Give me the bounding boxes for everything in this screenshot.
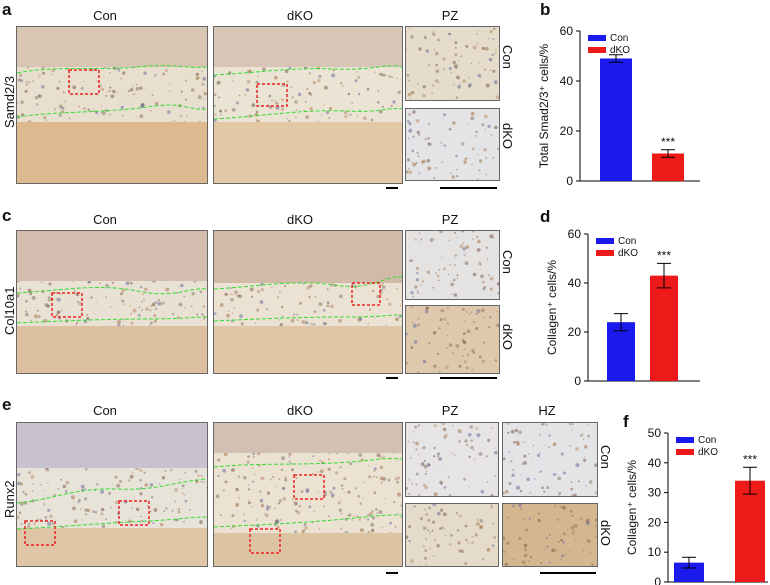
y-axis-label: Total Smad2/3⁺ cells/% [537,43,551,168]
col-label-dko-c: dKO [286,212,313,227]
col-label-dko-a: dKO [286,8,313,23]
y-tick-label: 0 [654,575,661,585]
cell-texture [406,27,499,100]
legend-swatch-con [676,437,694,443]
y-tick-label: 60 [560,24,574,38]
col-label-dko-e: dKO [286,403,313,418]
legend-swatch-con [596,238,614,244]
col-label-con-a: Con [93,8,117,23]
cell-texture [406,110,499,180]
cell-texture [503,504,597,566]
cell-texture [503,423,597,496]
micrograph-c-pz-dko [405,305,500,374]
col-label-con-c: Con [93,212,117,227]
col-label-con-e: Con [93,403,117,418]
micrograph-c-dko [213,230,403,374]
legend-label-con: Con [610,33,628,44]
y-axis-label: Collagen⁺ cells/% [625,460,639,555]
y-tick-label: 60 [568,227,582,241]
cell-texture [406,504,496,566]
y-tick-label: 50 [648,426,662,440]
col-label-pz-a: PZ [441,8,459,23]
micrograph-a-pz-dko [405,108,500,181]
scale-bar-e-main [386,572,398,574]
y-tick-label: 0 [574,374,581,388]
panel-letter-e: e [2,395,12,414]
bar-con [600,58,632,181]
bar-dko [650,275,678,381]
scale-bar-e-hz [540,572,596,574]
bar-con [674,562,704,582]
y-tick-label: 20 [648,515,662,529]
y-tick-label: 0 [566,174,573,188]
legend-swatch-con [588,35,606,41]
legend-label-dko: dKO [618,248,638,259]
legend-label-con: Con [698,435,716,446]
panel-letter-f: f [623,412,629,431]
micrograph-e-con [16,422,208,567]
col-label-hz-e: HZ [538,403,556,418]
scale-bar-a-pz [440,187,497,189]
panel-letter-c: c [2,206,12,225]
micrograph-a-pz-con [405,26,500,101]
legend-label-dko: dKO [610,45,630,56]
scale-bar-c-pz [440,377,497,379]
micrograph-c-con [16,230,208,374]
bar-dko [652,153,684,181]
micrograph-a-dko [213,26,403,184]
legend-label-dko: dKO [698,447,718,458]
micrograph-e-pz-dko [405,503,499,567]
y-tick-label: 20 [568,325,582,339]
micrograph-c-pz-con [405,230,500,300]
scale-bar-c-main [386,377,398,379]
y-axis-label: Collagen⁺ cells/% [545,260,559,355]
y-tick-label: 40 [568,276,582,290]
micrograph-e-hz-dko [502,503,598,567]
cell-texture [406,423,498,496]
legend-swatch-dko [596,250,614,256]
cell-texture [409,231,499,298]
legend-label-con: Con [618,236,636,247]
y-tick-label: 20 [560,124,574,138]
cell-texture [406,306,499,373]
y-tick-label: 30 [648,486,662,500]
bar-dko [735,480,765,582]
significance-stars: *** [661,135,675,149]
micrograph-a-con [16,26,208,184]
y-tick-label: 10 [648,545,662,559]
micrograph-e-dko [213,422,403,567]
legend-swatch-dko [676,449,694,455]
bar-con [607,322,635,381]
micrograph-e-hz-con [502,422,598,497]
legend-swatch-dko [588,47,606,53]
panel-letter-a: a [2,0,12,19]
panel-letter-d: d [540,207,551,226]
significance-stars: *** [657,248,671,262]
y-tick-label: 40 [560,74,574,88]
micrograph-e-pz-con [405,422,499,497]
col-label-pz-c: PZ [441,212,459,227]
col-label-pz-e: PZ [441,403,459,418]
panel-letter-b: b [540,0,551,19]
scale-bar-a-main [386,187,398,189]
y-tick-label: 40 [648,456,662,470]
significance-stars: *** [743,452,757,466]
